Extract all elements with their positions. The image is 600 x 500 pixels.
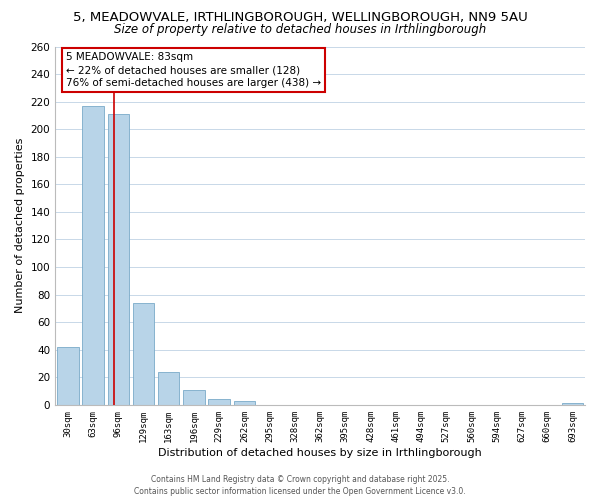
Y-axis label: Number of detached properties: Number of detached properties bbox=[15, 138, 25, 314]
Bar bbox=[183, 390, 205, 405]
Text: Contains HM Land Registry data © Crown copyright and database right 2025.
Contai: Contains HM Land Registry data © Crown c… bbox=[134, 474, 466, 496]
Text: Size of property relative to detached houses in Irthlingborough: Size of property relative to detached ho… bbox=[114, 24, 486, 36]
Bar bbox=[233, 400, 255, 405]
X-axis label: Distribution of detached houses by size in Irthlingborough: Distribution of detached houses by size … bbox=[158, 448, 482, 458]
Bar bbox=[133, 303, 154, 405]
Text: 5, MEADOWVALE, IRTHLINGBOROUGH, WELLINGBOROUGH, NN9 5AU: 5, MEADOWVALE, IRTHLINGBOROUGH, WELLINGB… bbox=[73, 11, 527, 24]
Bar bbox=[208, 400, 230, 405]
Bar bbox=[57, 347, 79, 405]
Bar bbox=[158, 372, 179, 405]
Bar bbox=[107, 114, 129, 405]
Bar bbox=[82, 106, 104, 405]
Bar bbox=[562, 404, 583, 405]
Text: 5 MEADOWVALE: 83sqm
← 22% of detached houses are smaller (128)
76% of semi-detac: 5 MEADOWVALE: 83sqm ← 22% of detached ho… bbox=[66, 52, 321, 88]
